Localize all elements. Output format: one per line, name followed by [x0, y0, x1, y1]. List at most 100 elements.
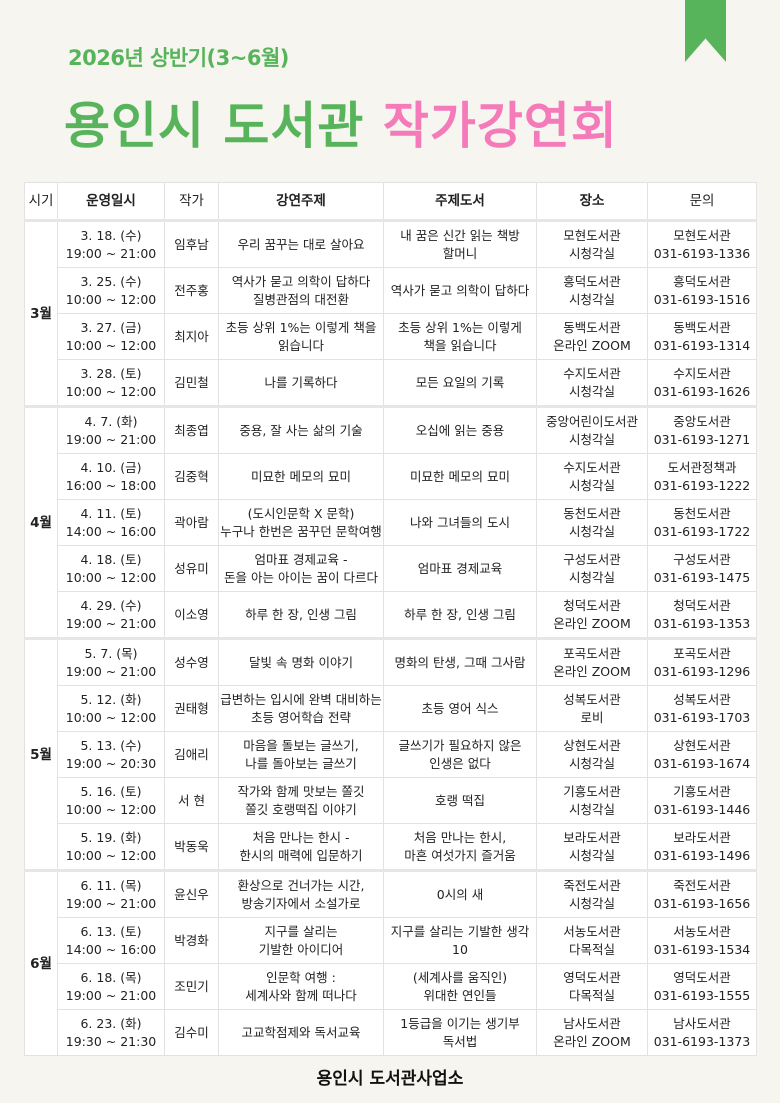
topic-cell: 급변하는 입시에 완벽 대비하는 초등 영어학습 전략 [218, 685, 384, 732]
place-cell-line: 온라인 ZOOM [553, 1033, 631, 1049]
date-cell-line: 6. 18. (목) [80, 969, 142, 985]
topic-cell-line: 역사가 묻고 의학이 답하다 [231, 273, 371, 289]
contact-cell-line: 청덕도서관 [673, 597, 731, 613]
place-cell-line: 온라인 ZOOM [553, 615, 631, 631]
book-cell: 처음 만나는 한시, 마흔 여섯가지 즐거움 [383, 823, 537, 871]
place-cell-line: 모현도서관 [563, 227, 621, 243]
author-cell: 성유미 [164, 545, 219, 592]
table-row: 4. 29. (수) 19:00 ~ 21:00 이소영 하루 한 장, 인생 그림 하… [25, 591, 757, 639]
book-cell-line: 0시의 새 [436, 886, 484, 902]
date-cell-line: 19:00 ~ 21:00 [65, 663, 157, 679]
book-cell-line: 할머니 [442, 245, 478, 261]
date-cell-line: 4. 18. (토) [80, 551, 142, 567]
place-cell-line: 다목적실 [568, 941, 615, 957]
date-cell-line: 14:00 ~ 16:00 [65, 523, 157, 539]
author-cell-line: 성수영 [174, 654, 209, 670]
contact-cell-line: 031-6193-1314 [653, 337, 751, 353]
date-cell-line: 19:00 ~ 21:00 [65, 245, 157, 261]
place-cell-line: 상현도서관 [563, 737, 621, 753]
column-header: 작가 [164, 182, 219, 222]
contact-cell: 동백도서관 031-6193-1314 [647, 313, 757, 360]
book-cell: (세계사를 움직인) 위대한 연인들 [383, 963, 537, 1010]
contact-cell-line: 031-6193-1703 [653, 709, 751, 725]
date-cell-line: 19:00 ~ 20:30 [65, 755, 157, 771]
table-header: 시기 운영일시 작가 강연주제 주제도서 장소 문의 [24, 182, 757, 222]
table-row: 4. 11. (토) 14:00 ~ 16:00 곽아람 (도시인문학 X 문학) 누구… [25, 499, 757, 546]
contact-cell-line: 031-6193-1373 [653, 1033, 751, 1049]
column-header: 주제도서 [383, 182, 537, 222]
date-cell-line: 10:00 ~ 12:00 [65, 801, 157, 817]
place-cell-line: 시청각실 [568, 291, 615, 307]
date-cell: 4. 10. (금) 16:00 ~ 18:00 [57, 453, 165, 500]
place-cell: 동천도서관 시청각실 [536, 499, 648, 546]
contact-cell-line: 031-6193-1475 [653, 569, 751, 585]
date-cell-line: 6. 13. (토) [80, 923, 142, 939]
author-cell: 김민철 [164, 359, 219, 407]
book-cell-line: 마흔 여섯가지 즐거움 [404, 847, 516, 863]
date-cell-line: 10:00 ~ 12:00 [65, 847, 157, 863]
author-cell-line: 최종엽 [174, 422, 209, 438]
topic-cell-line: 마음을 돌보는 글쓰기, [243, 737, 359, 753]
contact-cell-line: 도서관정책과 [667, 459, 737, 475]
book-cell-line: 미묘한 메모의 묘미 [410, 468, 510, 484]
date-cell-line: 3. 28. (토) [80, 365, 142, 381]
book-cell-line: 역사가 묻고 의학이 답하다 [390, 282, 530, 298]
place-cell: 영덕도서관 다목적실 [536, 963, 648, 1010]
topic-cell: 우리 꿈꾸는 대로 살아요 [218, 220, 384, 268]
author-cell-line: 임후남 [174, 236, 209, 252]
author-cell-line: 이소영 [174, 606, 209, 622]
table-row: 3월 3. 18. (수) 19:00 ~ 21:00 임후남 우리 꿈꾸는 대로 살아… [24, 220, 757, 407]
place-cell: 모현도서관 시청각실 [536, 220, 648, 268]
date-cell: 5. 13. (수) 19:00 ~ 20:30 [57, 731, 165, 778]
contact-cell: 기흥도서관 031-6193-1446 [647, 777, 757, 824]
date-cell-line: 10:00 ~ 12:00 [65, 383, 157, 399]
contact-cell-line: 031-6193-1656 [653, 895, 751, 911]
topic-cell: 하루 한 장, 인생 그림 [218, 591, 384, 639]
table-row: 5. 19. (화) 10:00 ~ 12:00 박동욱 처음 만나는 한시 - 한시의… [25, 823, 757, 871]
book-cell: 초등 영어 식스 [383, 685, 537, 732]
place-cell-line: 성복도서관 [563, 691, 621, 707]
author-cell: 조민기 [164, 963, 219, 1010]
author-cell: 김중혁 [164, 453, 219, 500]
date-cell-line: 6. 23. (화) [80, 1015, 142, 1031]
book-cell: 내 꿈은 신간 읽는 책방 할머니 [383, 220, 537, 268]
contact-cell-line: 031-6193-1222 [653, 477, 751, 493]
topic-cell-line: 인문학 여행 : [266, 969, 336, 985]
author-cell-line: 전주홍 [174, 282, 209, 298]
author-cell-line: 김민철 [174, 374, 209, 390]
date-cell: 5. 19. (화) 10:00 ~ 12:00 [57, 823, 165, 871]
topic-cell-line: 초등 상위 1%는 이렇게 책을 [225, 319, 377, 335]
topic-cell-line: 방송기자에서 소설가로 [241, 895, 361, 911]
date-cell: 4. 11. (토) 14:00 ~ 16:00 [57, 499, 165, 546]
author-cell: 윤신우 [164, 869, 219, 918]
author-cell-line: 김중혁 [174, 468, 209, 484]
place-cell-line: 시청각실 [568, 801, 615, 817]
contact-cell: 수지도서관 031-6193-1626 [647, 359, 757, 407]
place-cell-line: 포곡도서관 [563, 645, 621, 661]
place-cell-line: 흥덕도서관 [563, 273, 621, 289]
date-cell-line: 4. 11. (토) [80, 505, 142, 521]
book-cell-line: 초등 영어 식스 [421, 700, 499, 716]
author-cell-line: 권태형 [174, 700, 209, 716]
column-header: 시기 [24, 182, 58, 222]
date-cell-line: 4. 7. (화) [84, 413, 138, 429]
author-cell: 임후남 [164, 220, 219, 268]
place-cell-line: 서농도서관 [563, 923, 621, 939]
date-cell-line: 19:00 ~ 21:00 [65, 987, 157, 1003]
table-row: 6. 13. (토) 14:00 ~ 16:00 박경화 지구를 살리는 기발한 아이디… [25, 917, 757, 964]
topic-cell-line: 하루 한 장, 인생 그림 [245, 606, 357, 622]
author-cell-line: 김애리 [174, 746, 209, 762]
book-cell: 0시의 새 [383, 869, 537, 918]
contact-cell-line: 031-6193-1516 [653, 291, 751, 307]
topic-cell-line: 읽습니다 [277, 337, 324, 353]
author-cell-line: 김수미 [174, 1024, 209, 1040]
place-cell-line: 온라인 ZOOM [553, 337, 631, 353]
place-cell-line: 청덕도서관 [563, 597, 621, 613]
date-cell-line: 4. 29. (수) [80, 597, 142, 613]
footer-org: 용인시 도서관사업소 [316, 1069, 464, 1089]
book-cell-line: 10 [452, 941, 468, 957]
table-row: 4월 4. 7. (화) 19:00 ~ 21:00 최종엽 중용, 잘 사는 삶의 기… [24, 405, 757, 639]
